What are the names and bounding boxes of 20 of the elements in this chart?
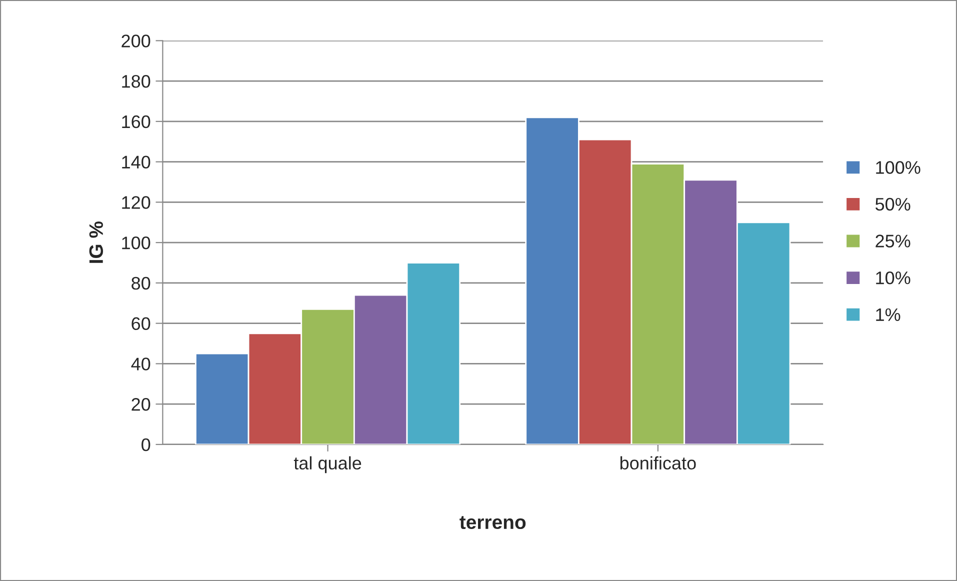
legend-label: 50% xyxy=(875,198,910,211)
legend-label: 1% xyxy=(876,308,900,321)
y-tick-label: 20 xyxy=(132,398,150,411)
y-tick-label: 60 xyxy=(132,317,150,330)
legend-label: 25% xyxy=(876,234,910,248)
y-tick-label: 40 xyxy=(131,358,150,370)
x-tick-label: tal quale xyxy=(294,456,362,474)
y-tick-label: 180 xyxy=(122,74,150,88)
x-tick-label: bonificato xyxy=(620,456,696,470)
legend-label: 100% xyxy=(876,161,920,174)
x-axis-title: terreno xyxy=(460,516,526,530)
y-axis-title: IG % xyxy=(89,221,104,263)
y-tick-label: 160 xyxy=(122,115,150,128)
y-tick-label: 0 xyxy=(142,438,150,452)
legend-label: 10% xyxy=(876,271,910,284)
y-tick-label: 200 xyxy=(122,34,150,48)
y-tick-label: 80 xyxy=(132,276,150,290)
y-tick-label: 100 xyxy=(122,236,150,250)
y-tick-label: 140 xyxy=(122,156,150,169)
y-tick-label: 120 xyxy=(122,196,150,209)
